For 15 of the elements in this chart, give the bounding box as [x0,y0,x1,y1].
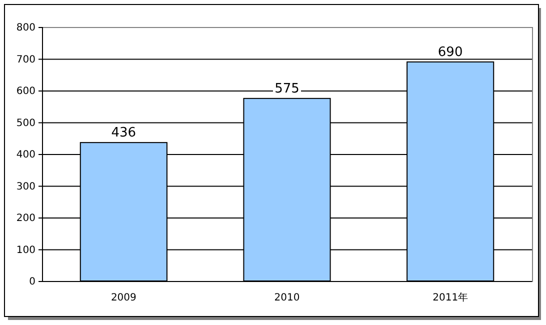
y-tick-label: 400 [16,150,36,161]
y-tick-label: 800 [16,22,36,34]
x-tick-label: 2010 [274,292,300,304]
y-tick-label: 500 [16,118,36,129]
y-tick-label: 0 [29,276,36,288]
y-tick-label: 600 [16,86,36,98]
y-tick-label: 100 [16,244,36,256]
y-tick-label: 700 [16,54,36,66]
data-label: 436 [111,126,136,141]
data-label: 575 [274,81,300,96]
y-tick-label: 300 [16,181,36,192]
x-tick-label: 2011年 [432,292,468,304]
y-tick-label: 200 [16,213,36,224]
data-label: 690 [438,44,463,60]
x-tick-label: 2009 [110,292,136,304]
